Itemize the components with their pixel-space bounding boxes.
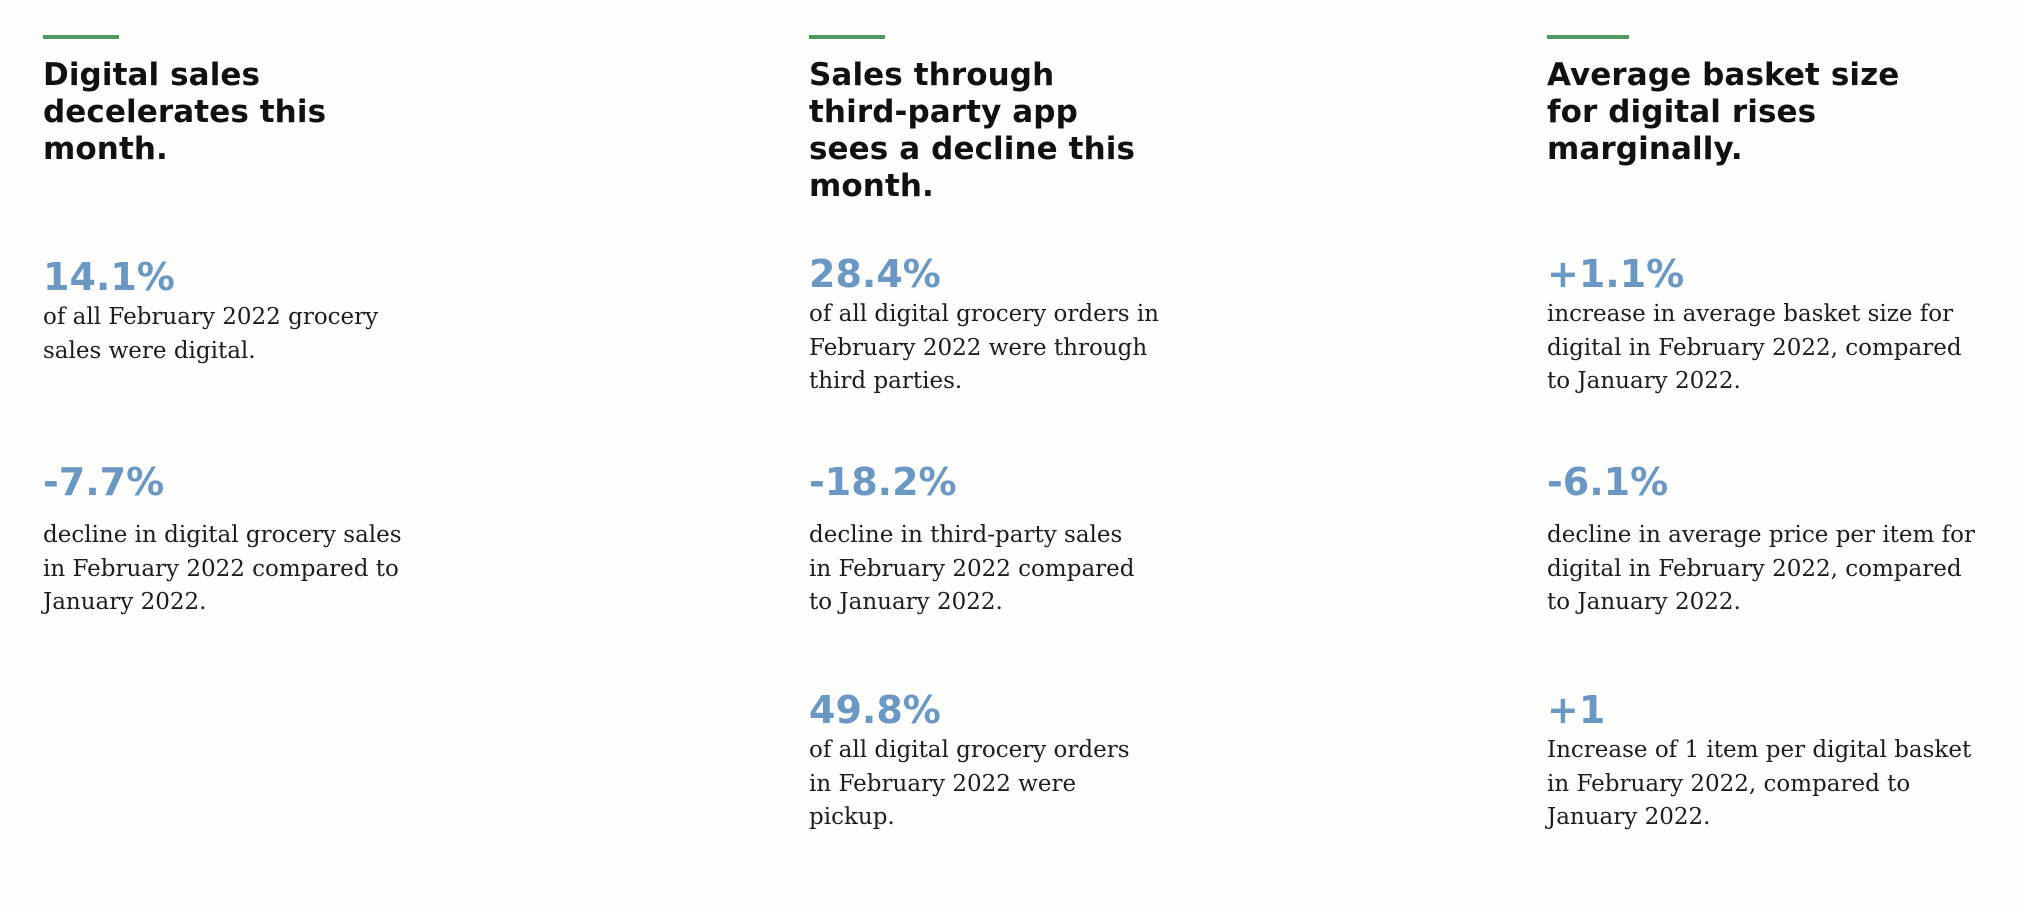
accent-rule [809, 35, 885, 39]
stat-block: 49.8% of all digital grocery orders in F… [809, 688, 1229, 835]
column-heading: Digital sales decelerates this month. [43, 57, 327, 167]
stat-block: -7.7% decline in digital grocery sales i… [43, 460, 473, 620]
stat-block: -6.1% decline in average price per item … [1547, 460, 1987, 620]
column-heading: Sales through third-party app sees a dec… [809, 57, 1136, 204]
stat-value: 49.8% [809, 688, 941, 732]
column-heading: Average basket size for digital rises ma… [1547, 57, 1900, 167]
stat-block: +1 Increase of 1 item per digital basket… [1547, 688, 1987, 835]
stat-value: 14.1% [43, 255, 175, 299]
stat-description: decline in digital grocery sales in Febr… [43, 522, 402, 615]
stat-value: +1 [1547, 688, 1606, 732]
stat-column-third-party-sales: Sales through third-party app sees a dec… [809, 35, 1229, 830]
accent-rule [43, 35, 119, 39]
stat-column-digital-sales: Digital sales decelerates this month. 14… [43, 35, 473, 615]
stat-description: of all February 2022 grocery sales were … [43, 304, 379, 364]
stat-block: +1.1% increase in average basket size fo… [1547, 252, 1987, 399]
stat-value: -18.2% [809, 460, 957, 504]
stat-value: 28.4% [809, 252, 941, 296]
stat-description: increase in average basket size for digi… [1547, 301, 1962, 394]
accent-rule [1547, 35, 1629, 39]
stat-value: -6.1% [1547, 460, 1669, 504]
stat-block: 14.1% of all February 2022 grocery sales… [43, 255, 473, 368]
stat-description: of all digital grocery orders in Februar… [809, 301, 1159, 394]
stat-description: Increase of 1 item per digital basket in… [1547, 737, 1972, 830]
stat-description: decline in third-party sales in February… [809, 522, 1135, 615]
stat-block: 28.4% of all digital grocery orders in F… [809, 252, 1229, 399]
stat-block: -18.2% decline in third-party sales in F… [809, 460, 1229, 620]
stat-value: -7.7% [43, 460, 165, 504]
stat-description: of all digital grocery orders in Februar… [809, 737, 1130, 830]
stat-description: decline in average price per item for di… [1547, 522, 1976, 615]
stat-value: +1.1% [1547, 252, 1685, 296]
stat-column-basket-size: Average basket size for digital rises ma… [1547, 35, 1987, 830]
